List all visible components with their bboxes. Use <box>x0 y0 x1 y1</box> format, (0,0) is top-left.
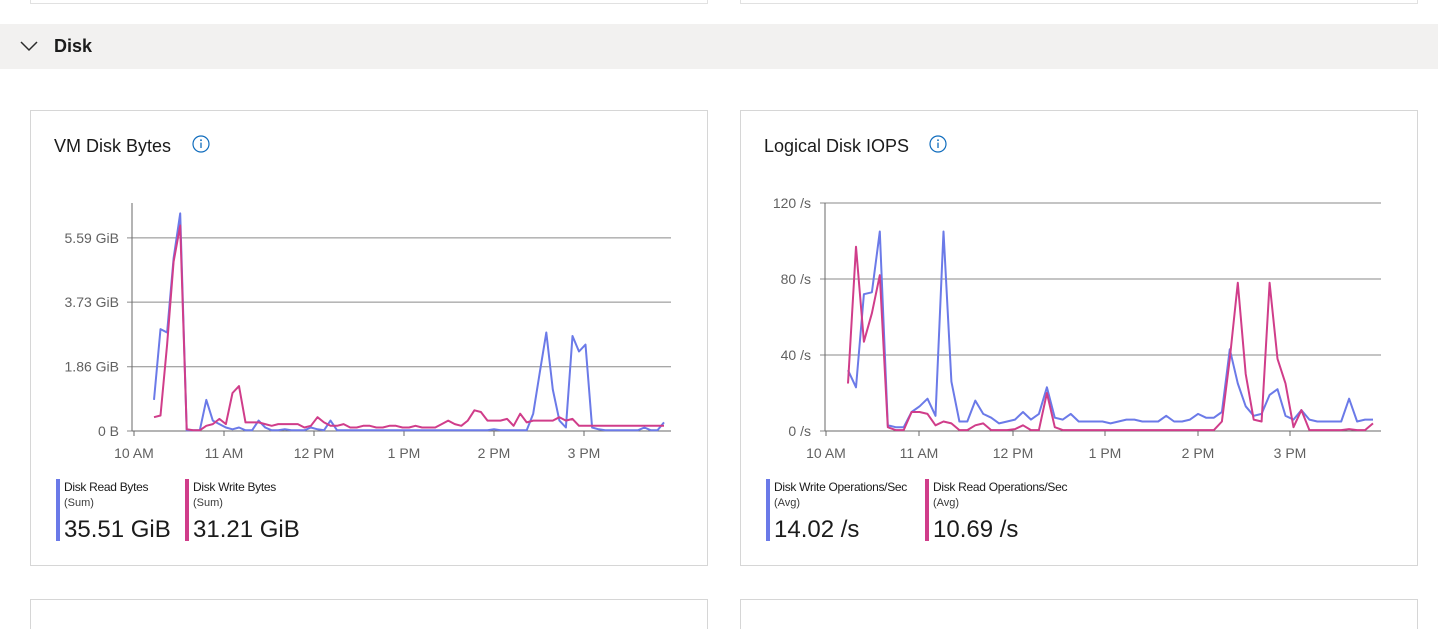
x-tick-label: 12 PM <box>294 445 334 461</box>
series-line-disk-write-operations-sec <box>847 230 1373 429</box>
chevron-down-icon[interactable] <box>20 39 38 53</box>
legend-aggregation: (Avg) <box>933 497 960 509</box>
legend-value: 35.51 GiB <box>64 516 171 543</box>
x-tick-label: 12 PM <box>993 445 1033 461</box>
legend-aggregation: (Sum) <box>193 497 223 509</box>
legend-series-name: Disk Read Operations/Sec <box>933 480 1068 494</box>
legend-disk-write-bytes[interactable]: Disk Write Bytes (Sum) 31.21 GiB <box>185 479 315 543</box>
card-title: VM Disk Bytes <box>54 136 172 156</box>
legend-value: 31.21 GiB <box>193 516 300 543</box>
logical-disk-iops-card: Logical Disk IOPS 0 /s 40 /s 80 /s 120 /s 10… <box>740 110 1418 566</box>
info-icon[interactable] <box>929 135 947 153</box>
legend-disk-read-ops[interactable]: Disk Read Operations/Sec (Avg) 10.69 /s <box>925 479 1075 543</box>
legend-aggregation: (Avg) <box>774 497 801 509</box>
legend-color-bar <box>185 479 189 541</box>
x-tick-label: 1 PM <box>388 445 421 461</box>
previous-cards-edge <box>30 0 1438 6</box>
x-tick-label: 1 PM <box>1089 445 1122 461</box>
y-tick-label: 40 /s <box>781 347 811 363</box>
legend-series-name: Disk Read Bytes <box>64 480 149 494</box>
series-line-disk-write-bytes <box>153 224 664 432</box>
previous-card-right <box>740 0 1418 4</box>
legend-value: 10.69 /s <box>933 516 1019 543</box>
x-tick-label: 10 AM <box>806 445 846 461</box>
legend-disk-write-ops[interactable]: Disk Write Operations/Sec (Avg) 14.02 /s <box>766 479 916 543</box>
x-tick-label: 2 PM <box>478 445 511 461</box>
y-tick-label: 0 /s <box>788 423 811 439</box>
x-tick-label: 3 PM <box>568 445 601 461</box>
x-tick-label: 11 AM <box>205 445 244 461</box>
logical-disk-iops-chart: 0 /s 40 /s 80 /s 120 /s 10 AM 11 AM 12 PM 1 PM 2… <box>773 195 1381 461</box>
vm-disk-bytes-card: VM Disk Bytes 0 B 1.86 GiB 3.73 GiB 5.59 Gi… <box>30 110 708 566</box>
section-title: Disk <box>54 36 93 56</box>
disk-section-header[interactable]: Disk <box>0 24 1438 69</box>
legend-aggregation: (Sum) <box>64 497 94 509</box>
x-tick-label: 11 AM <box>900 445 939 461</box>
y-tick-label: 120 /s <box>773 195 811 211</box>
x-tick-label: 10 AM <box>114 445 154 461</box>
series-line-disk-read-operations-sec <box>847 245 1374 432</box>
legend-color-bar <box>56 479 60 541</box>
y-tick-label: 1.86 GiB <box>65 359 119 375</box>
vm-disk-bytes-chart: 0 B 1.86 GiB 3.73 GiB 5.59 GiB 10 AM 11 AM 12 … <box>65 203 671 461</box>
legend-color-bar <box>766 479 770 541</box>
legend-disk-read-bytes[interactable]: Disk Read Bytes (Sum) 35.51 GiB <box>56 479 176 543</box>
legend-value: 14.02 /s <box>774 516 860 543</box>
y-tick-label: 5.59 GiB <box>65 230 119 246</box>
y-tick-label: 3.73 GiB <box>65 294 119 310</box>
legend-color-bar <box>925 479 929 541</box>
card-title: Logical Disk IOPS <box>764 136 910 156</box>
series-line-disk-read-bytes <box>153 212 665 432</box>
y-tick-label: 80 /s <box>781 271 811 287</box>
next-card-right <box>740 599 1418 629</box>
x-tick-label: 2 PM <box>1182 445 1215 461</box>
legend-series-name: Disk Write Operations/Sec <box>774 480 907 494</box>
y-tick-label: 0 B <box>98 423 119 439</box>
legend-series-name: Disk Write Bytes <box>193 480 276 494</box>
next-card-left <box>30 599 708 629</box>
x-tick-label: 3 PM <box>1274 445 1307 461</box>
info-icon[interactable] <box>192 135 210 153</box>
previous-card-left <box>30 0 708 4</box>
